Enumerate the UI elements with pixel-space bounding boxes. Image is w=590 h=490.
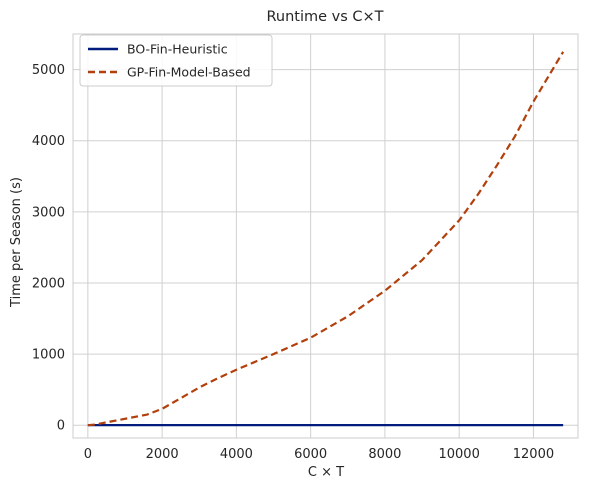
y-axis-label: Time per Season (s)	[9, 177, 24, 308]
legend-label-gp-fin-model-based: GP-Fin-Model-Based	[127, 65, 251, 80]
series-line-gp-fin-model-based	[87, 51, 565, 427]
legend: BO-Fin-Heuristic GP-Fin-Model-Based	[79, 34, 273, 87]
x-tick-label: 4000	[220, 447, 253, 462]
y-tick-label: 3000	[32, 205, 65, 220]
x-axis-label: C × T	[308, 465, 344, 480]
legend-box	[79, 34, 273, 87]
x-tick-label: 10000	[438, 447, 479, 462]
tick-labels: 0 2000 4000 6000 8000 10000 12000 0 1000 2000 3000…	[32, 63, 554, 462]
y-tick-label: 4000	[32, 134, 65, 149]
x-tick-label: 6000	[294, 447, 327, 462]
y-tick-label: 0	[57, 419, 65, 434]
plot-area-frame	[72, 33, 579, 439]
series-lines	[87, 51, 565, 427]
x-tick-label: 8000	[368, 447, 401, 462]
x-tick-label: 12000	[513, 447, 554, 462]
x-tick-label: 2000	[146, 447, 179, 462]
y-tick-label: 2000	[32, 276, 65, 291]
x-tick-label: 0	[84, 447, 92, 462]
chart-title: Runtime vs C×T	[266, 9, 383, 25]
y-tick-label: 5000	[32, 63, 65, 78]
y-tick-label: 1000	[32, 348, 65, 363]
legend-label-bo-fin-heuristic: BO-Fin-Heuristic	[127, 42, 228, 57]
